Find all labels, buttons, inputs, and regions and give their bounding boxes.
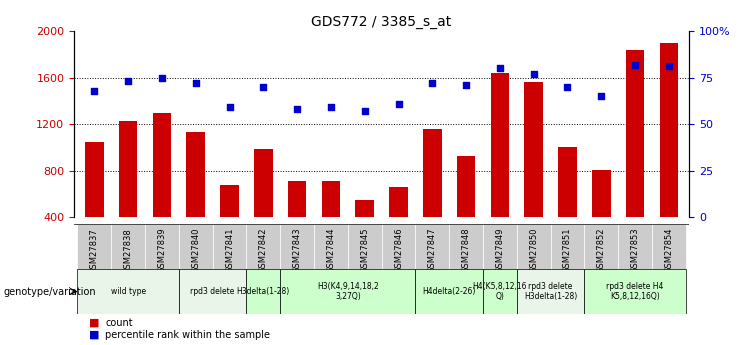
Point — [494, 66, 506, 71]
Bar — [179, 224, 213, 297]
Bar — [449, 224, 483, 297]
Text: percentile rank within the sample: percentile rank within the sample — [105, 330, 270, 339]
Bar — [254, 149, 273, 264]
Point — [122, 79, 134, 84]
Bar — [525, 82, 543, 264]
Bar — [659, 43, 678, 264]
Text: GSM27852: GSM27852 — [597, 228, 606, 273]
Bar — [220, 185, 239, 264]
Text: wild type: wild type — [110, 287, 146, 296]
Bar — [516, 269, 585, 314]
Bar — [78, 269, 179, 314]
Text: rpd3 delete
H3delta(1-28): rpd3 delete H3delta(1-28) — [524, 282, 577, 301]
Bar — [382, 224, 416, 297]
Point — [190, 80, 202, 86]
Text: H3delta(1-28): H3delta(1-28) — [236, 287, 290, 296]
Text: GSM27849: GSM27849 — [496, 228, 505, 273]
Bar — [247, 269, 280, 314]
Text: ■: ■ — [89, 318, 99, 327]
Bar — [652, 224, 685, 297]
Text: GSM27847: GSM27847 — [428, 228, 436, 274]
Text: GSM27846: GSM27846 — [394, 228, 403, 274]
Point — [156, 75, 168, 80]
Bar — [516, 224, 551, 297]
Bar — [280, 224, 314, 297]
Bar — [85, 142, 104, 264]
Bar — [483, 224, 516, 297]
Point — [257, 84, 269, 90]
Point — [325, 105, 337, 110]
Point — [393, 101, 405, 107]
Point — [291, 107, 303, 112]
Text: GSM27845: GSM27845 — [360, 228, 369, 273]
Text: rpd3 delete H4
K5,8,12,16Q): rpd3 delete H4 K5,8,12,16Q) — [606, 282, 664, 301]
Bar — [423, 129, 442, 264]
Text: GSM27854: GSM27854 — [665, 228, 674, 273]
Bar — [314, 224, 348, 297]
Text: GSM27837: GSM27837 — [90, 228, 99, 274]
Bar — [625, 50, 645, 264]
Text: count: count — [105, 318, 133, 327]
Bar — [280, 269, 416, 314]
Bar — [456, 156, 476, 264]
Point — [663, 64, 675, 69]
Text: GSM27851: GSM27851 — [563, 228, 572, 273]
Bar — [558, 148, 576, 264]
Text: GSM27838: GSM27838 — [124, 228, 133, 274]
Point — [88, 88, 100, 93]
Text: GSM27853: GSM27853 — [631, 228, 639, 274]
Bar — [618, 224, 652, 297]
Bar — [111, 224, 145, 297]
Text: GSM27839: GSM27839 — [157, 228, 167, 274]
Text: H4(K5,8,12,16
Q): H4(K5,8,12,16 Q) — [473, 282, 527, 301]
Text: genotype/variation: genotype/variation — [4, 287, 96, 296]
Point — [629, 62, 641, 67]
Text: ■: ■ — [89, 330, 99, 339]
Bar — [585, 269, 685, 314]
Bar — [78, 224, 111, 297]
Bar — [491, 73, 509, 264]
Bar — [288, 181, 307, 264]
Bar — [348, 224, 382, 297]
Bar — [153, 112, 171, 264]
Point — [562, 84, 574, 90]
Bar — [119, 121, 138, 264]
Bar — [179, 269, 247, 314]
Bar — [416, 224, 449, 297]
Bar — [483, 269, 516, 314]
Bar — [247, 224, 280, 297]
Bar — [322, 181, 340, 264]
Bar — [585, 224, 618, 297]
Text: rpd3 delete: rpd3 delete — [190, 287, 235, 296]
Bar — [145, 224, 179, 297]
Bar — [551, 224, 585, 297]
Point — [460, 82, 472, 88]
Title: GDS772 / 3385_s_at: GDS772 / 3385_s_at — [311, 14, 452, 29]
Bar — [389, 187, 408, 264]
Point — [359, 108, 370, 114]
Point — [595, 93, 607, 99]
Text: H4delta(2-26): H4delta(2-26) — [422, 287, 476, 296]
Text: GSM27843: GSM27843 — [293, 228, 302, 274]
Text: GSM27850: GSM27850 — [529, 228, 538, 273]
Point — [528, 71, 539, 77]
Text: GSM27840: GSM27840 — [191, 228, 200, 273]
Bar — [592, 170, 611, 264]
Bar — [356, 200, 374, 264]
Text: GSM27842: GSM27842 — [259, 228, 268, 273]
Bar — [187, 132, 205, 264]
Text: GSM27841: GSM27841 — [225, 228, 234, 273]
Text: GSM27844: GSM27844 — [327, 228, 336, 273]
Bar — [213, 224, 247, 297]
Text: H3(K4,9,14,18,2
3,27Q): H3(K4,9,14,18,2 3,27Q) — [317, 282, 379, 301]
Point — [426, 80, 438, 86]
Point — [224, 105, 236, 110]
Bar — [416, 269, 483, 314]
Text: GSM27848: GSM27848 — [462, 228, 471, 274]
